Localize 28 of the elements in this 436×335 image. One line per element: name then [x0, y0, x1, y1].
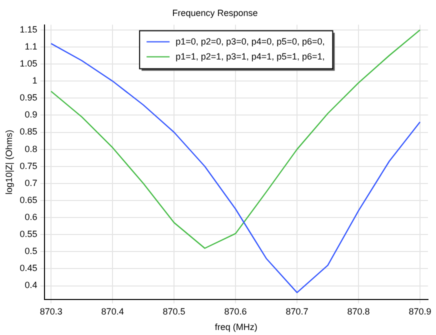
legend-label: p1=0, p2=0, p3=0, p4=0, p5=0, p6=0, — [176, 36, 325, 46]
y-tick-label: 0.85 — [20, 126, 38, 137]
y-tick-label: 0.4 — [24, 280, 38, 290]
y-tick-label: 0.5 — [24, 246, 38, 256]
x-tick-label: 870.5 — [162, 306, 186, 316]
y-tick-label: 1 — [32, 76, 38, 86]
y-tick-label: 1.1 — [24, 41, 38, 52]
x-tick-label: 870.3 — [40, 306, 62, 316]
x-tick-label: 870.9 — [408, 306, 432, 316]
y-tick-label: 0.65 — [20, 194, 38, 205]
y-tick-label: 0.95 — [20, 92, 38, 103]
y-tick-label: 0.45 — [20, 263, 38, 274]
y-tick-label: 1.15 — [20, 24, 38, 34]
y-tick-label: 0.9 — [24, 110, 38, 120]
y-tick-label: 1.05 — [20, 58, 38, 69]
x-tick-label: 870.7 — [286, 306, 308, 316]
y-tick-label: 0.6 — [24, 212, 38, 222]
y-tick-label: 0.55 — [20, 229, 38, 240]
x-tick-label: 870.6 — [224, 306, 247, 316]
x-tick-label: 870.4 — [101, 306, 124, 316]
y-tick-label: 0.7 — [24, 178, 38, 188]
y-tick-label: 0.8 — [24, 144, 38, 154]
x-tick-label: 870.8 — [347, 306, 370, 316]
y-tick-label: 0.75 — [20, 160, 38, 171]
y-axis-title: log10|Z| (Ohms) — [4, 130, 14, 194]
x-axis-title: freq (MHz) — [214, 322, 258, 332]
chart-title: Frequency Response — [172, 8, 258, 18]
legend-label: p1=1, p2=1, p3=1, p4=1, p5=1, p6=1, — [176, 51, 325, 62]
